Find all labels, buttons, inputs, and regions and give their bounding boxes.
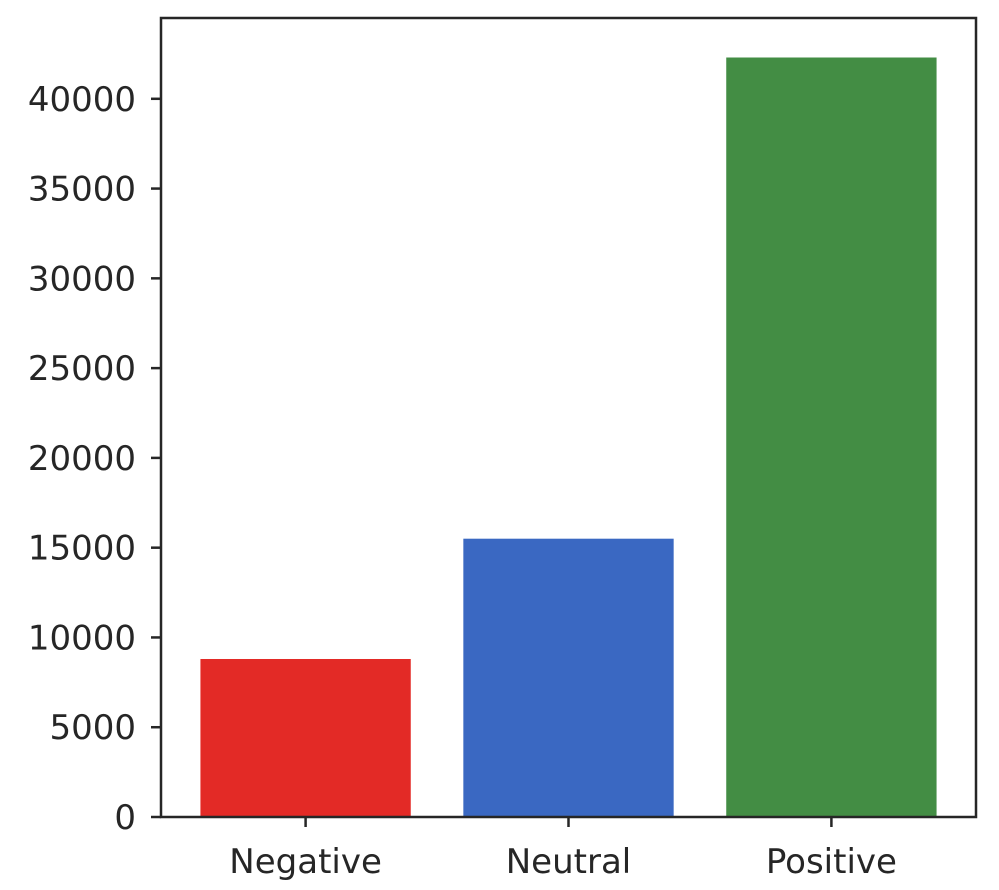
bars-group xyxy=(200,57,937,818)
y-tick-label: 25000 xyxy=(28,349,136,389)
x-tick-label-positive: Positive xyxy=(766,842,897,882)
bar-negative xyxy=(200,658,411,817)
y-tick-label: 15000 xyxy=(28,529,136,569)
bar-neutral xyxy=(463,538,674,817)
y-tick-label: 35000 xyxy=(28,170,136,210)
y-tick-label: 20000 xyxy=(28,439,136,479)
y-tick-label: 10000 xyxy=(28,618,136,658)
x-axis: Negative Neutral Positive xyxy=(229,817,897,882)
bar-positive xyxy=(726,57,937,818)
y-tick-label: 5000 xyxy=(49,708,136,748)
y-tick-label: 40000 xyxy=(28,80,136,120)
plot-frame xyxy=(159,16,978,819)
y-tick-label: 30000 xyxy=(28,259,136,299)
y-axis: 0 5000 10000 15000 20000 25000 30000 35000 40000 xyxy=(28,80,161,838)
y-tick-label: 0 xyxy=(114,798,136,838)
x-tick-label-neutral: Neutral xyxy=(506,842,632,882)
x-tick-label-negative: Negative xyxy=(229,842,382,882)
